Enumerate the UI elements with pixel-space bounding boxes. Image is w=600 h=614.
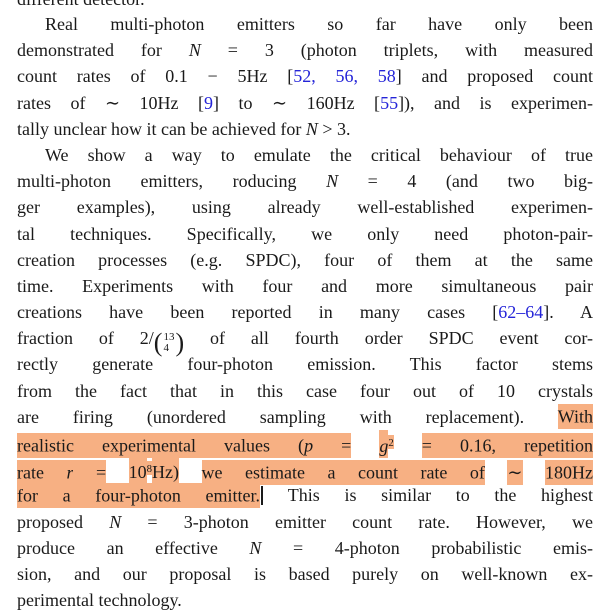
highlighted-text: 8 bbox=[146, 461, 153, 476]
text-segment: ] and proposed count bbox=[395, 66, 593, 87]
text-segment: creations have been reported in many cas… bbox=[17, 302, 499, 323]
text-segment: We show a way to emulate the critical be… bbox=[45, 144, 593, 165]
text-line: count rates of 0.1 − 5Hz [52, 56, 58] an… bbox=[17, 63, 593, 89]
text-segment: from the fact that in this case four out… bbox=[17, 380, 593, 401]
text-line: fraction of 2/(13 4) of all fourth order … bbox=[17, 325, 594, 356]
text-segment: are firing (unordered sampling with repl… bbox=[17, 406, 558, 427]
text-segment: N bbox=[188, 40, 201, 61]
text-line: rates of ∼ 10Hz [9] to ∼ 160Hz [55]), an… bbox=[17, 90, 593, 116]
text-segment: tal techniques. Specifically, we only ne… bbox=[17, 223, 593, 244]
highlighted-text: ∼ bbox=[507, 459, 523, 485]
text-segment: This is similar to the highest bbox=[263, 485, 593, 506]
text-line: realistic experimental values (p = g2 = … bbox=[17, 429, 594, 459]
highlighted-text: = 0.16, repetition bbox=[421, 433, 594, 459]
text-line: from the fact that in this case four out… bbox=[17, 378, 593, 404]
text-segment: = 3 (photon triplets, with measured bbox=[200, 40, 593, 61]
highlighted-text: = bbox=[313, 433, 352, 459]
highlighted-text: With bbox=[557, 404, 593, 430]
text-line: proposed N = 3-photon emitter count rate… bbox=[17, 509, 593, 535]
citation-link[interactable]: 9 bbox=[204, 92, 214, 113]
paragraph-lines: Real multi-photon emitters so far have o… bbox=[17, 11, 594, 613]
text-segment bbox=[523, 462, 546, 482]
text-segment: tally unclear how it can be achieved for bbox=[17, 118, 306, 139]
text-segment: rectly generate four-photon emission. Th… bbox=[17, 354, 593, 375]
highlighted-text: = bbox=[73, 459, 107, 485]
highlighted-text: rate bbox=[17, 459, 67, 485]
text-line: rectly generate four-photon emission. Th… bbox=[17, 351, 593, 377]
text-segment bbox=[394, 436, 422, 456]
highlighted-text: realistic experimental values ( bbox=[17, 433, 305, 459]
text-segment bbox=[485, 462, 508, 482]
text-line: perimental technology. bbox=[17, 587, 593, 613]
highlighted-text: g bbox=[379, 429, 389, 459]
highlighted-text: r bbox=[66, 459, 74, 485]
text-line: We show a way to emulate the critical be… bbox=[17, 142, 593, 168]
text-segment: multi-photon emitters, roducing bbox=[17, 171, 327, 192]
binomial-coefficient: (13 4) bbox=[153, 328, 185, 358]
text-line: demonstrated for N = 3 (photon triplets,… bbox=[17, 37, 593, 63]
text-segment: sion, and our proposal is based purely o… bbox=[17, 563, 593, 584]
text-segment: N bbox=[326, 171, 339, 192]
text-segment: proposed bbox=[17, 511, 110, 532]
text-segment: ]. A bbox=[543, 302, 594, 323]
text-segment: produce an effective bbox=[17, 537, 250, 558]
highlighted-text: for a four-photon emitter. bbox=[17, 482, 260, 508]
text-line: time. Experiments with four and more sim… bbox=[17, 273, 593, 299]
highlighted-text: 10 bbox=[128, 456, 147, 485]
text-cursor bbox=[261, 486, 263, 506]
text-segment: fraction of 2/ bbox=[17, 328, 154, 349]
text-segment: count rates of 0.1 − 5Hz [ bbox=[17, 66, 294, 87]
text-line: are firing (unordered sampling with repl… bbox=[17, 404, 593, 430]
highlighted-text: Hz) bbox=[152, 456, 180, 485]
text-line: produce an effective N = 4-photon probab… bbox=[17, 535, 593, 561]
text-line: tally unclear how it can be achieved for… bbox=[17, 116, 593, 142]
text-segment bbox=[179, 462, 202, 482]
citation-link[interactable]: 55 bbox=[380, 92, 399, 113]
citation-link[interactable]: 52, 56, 58 bbox=[293, 66, 396, 87]
text-line: rate r = 108Hz) we estimate a count rate… bbox=[17, 456, 594, 485]
text-segment: rates of ∼ 10Hz [ bbox=[17, 92, 205, 113]
text-segment: N bbox=[305, 118, 318, 139]
highlighted-text: we estimate a count rate of bbox=[201, 459, 485, 485]
text-segment: perimental technology. bbox=[17, 590, 182, 611]
text-segment: demonstrated for bbox=[17, 40, 189, 61]
text-line: for a four-photon emitter. This is simil… bbox=[17, 482, 593, 508]
text-segment: = 4 (and two big- bbox=[338, 171, 593, 192]
citation-link[interactable]: 62–64 bbox=[498, 302, 544, 323]
text-segment bbox=[351, 436, 379, 456]
highlighted-text: p bbox=[304, 433, 314, 459]
clipped-line: different detector. bbox=[17, 0, 593, 11]
text-line: ger examples), using already well-establ… bbox=[17, 194, 593, 220]
text-column: different detector. Real multi-photon em… bbox=[17, 0, 594, 613]
text-line: creation processes (e.g. SPDC), four of … bbox=[17, 247, 593, 273]
text-segment: = 3-photon emitter count rate. However, … bbox=[121, 511, 593, 532]
highlighted-text: 180Hz bbox=[545, 459, 594, 485]
text-line: tal techniques. Specifically, we only ne… bbox=[17, 221, 593, 247]
text-line: creations have been reported in many cas… bbox=[17, 299, 593, 325]
text-segment: ]), and is experimen- bbox=[398, 92, 593, 113]
text-segment: of all fourth order SPDC event cor- bbox=[184, 328, 594, 349]
text-line: sion, and our proposal is based purely o… bbox=[17, 561, 593, 587]
text-segment: time. Experiments with four and more sim… bbox=[17, 275, 593, 296]
text-segment: Real multi-photon emitters so far have o… bbox=[45, 14, 593, 34]
text-segment: ] to ∼ 160Hz [ bbox=[213, 92, 381, 113]
text-segment bbox=[106, 462, 129, 482]
text-line: multi-photon emitters, roducing N = 4 (a… bbox=[17, 168, 593, 194]
text-line: Real multi-photon emitters so far have o… bbox=[17, 11, 593, 37]
text-segment: N bbox=[249, 537, 262, 558]
text-segment: ger examples), using already well-establ… bbox=[17, 197, 593, 218]
text-segment: creation processes (e.g. SPDC), four of … bbox=[17, 249, 593, 270]
clipped-line-text: different detector. bbox=[17, 0, 145, 10]
text-segment: = 4-photon probabilistic emis- bbox=[261, 537, 593, 558]
text-segment: > 3. bbox=[317, 118, 351, 139]
highlighted-text: 2 bbox=[388, 435, 394, 449]
text-segment: N bbox=[109, 511, 122, 532]
